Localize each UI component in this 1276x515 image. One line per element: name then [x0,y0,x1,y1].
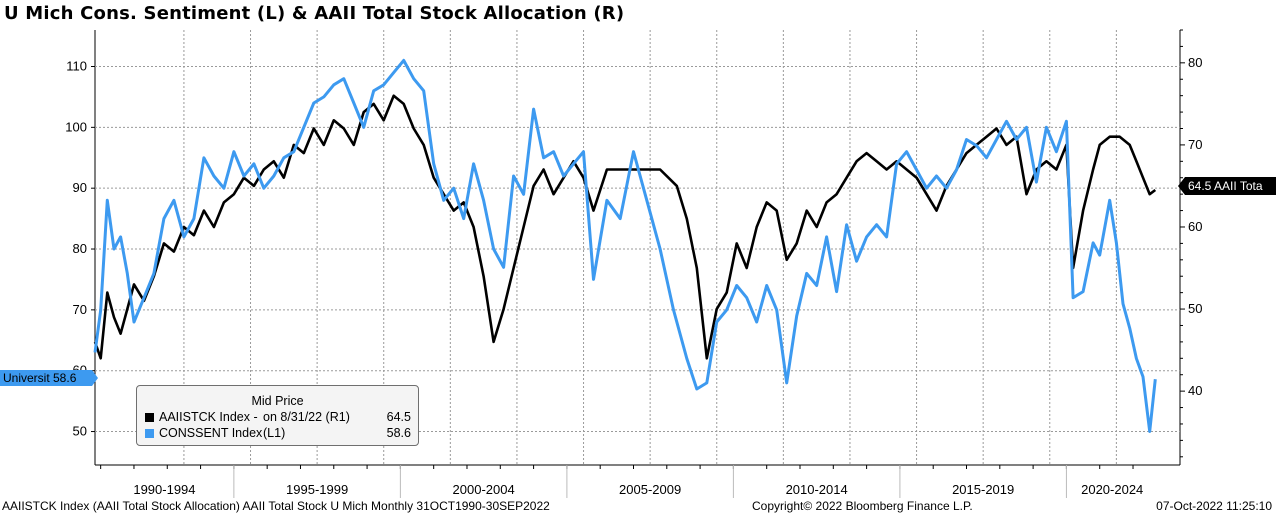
legend-value-aaii: 64.5 [386,410,411,424]
tick-label-right-40: 40 [1188,383,1202,398]
tick-label-left-70: 70 [73,302,87,317]
tick-label-left-100: 100 [65,119,87,134]
series-line-conssent [93,58,1157,433]
chart-title: U Mich Cons. Sentiment (L) & AAII Total … [4,3,625,24]
footer-timestamp: 07-Oct-2022 11:25:10 [1156,499,1272,513]
x-category-label-1: 1995-1999 [286,482,348,497]
x-category-label-4: 2010-2014 [786,482,848,497]
tick-label-right-70: 70 [1188,137,1202,152]
series-line-aaii [93,94,1157,360]
plot-frame [94,30,1181,466]
last-value-tag-conssent: Universit 58.6 [0,370,92,386]
legend-name-aaii: AAIISTCK Index - [159,410,258,424]
legend-info-aaii: on 8/31/22 (R1) [263,410,350,424]
last-value-tag-conssent-arrow [92,370,98,386]
tick-label-right-50: 50 [1188,301,1202,316]
series-layer [93,58,1157,433]
x-category-label-3: 2005-2009 [619,482,681,497]
tick-label-left-90: 90 [73,180,87,195]
last-value-tag-aaii-arrow [1178,177,1185,195]
x-category-label-0: 1990-1994 [133,482,195,497]
footer-source: AAIISTCK Index (AAII Total Stock Allocat… [2,499,550,513]
x-category-label-6: 2020-2024 [1081,482,1143,497]
legend-swatch-aaii [145,413,154,422]
footer-copyright: Copyright© 2022 Bloomberg Finance L.P. [752,499,973,513]
grid-layer [95,30,1180,465]
x-category-label-2: 2000-2004 [453,482,515,497]
tick-label-right-80: 80 [1188,55,1202,70]
last-value-tag-aaii: 64.5 AAII Tota [1185,177,1276,195]
tick-label-right-60: 60 [1188,219,1202,234]
legend-swatch-conssent [145,429,154,438]
tick-label-left-110: 110 [66,59,87,74]
legend-heading: Mid Price [251,394,304,408]
legend-info-conssent: (L1) [263,426,286,440]
tick-label-left-80: 80 [73,241,87,256]
legend-box: Mid Price AAIISTCK Index - on 8/31/22 (R… [136,385,419,446]
legend-name-conssent: CONSSENT Index [159,426,263,440]
x-category-label-5: 2015-2019 [952,482,1014,497]
tick-label-left-50: 50 [73,424,87,439]
legend-value-conssent: 58.6 [386,426,411,440]
